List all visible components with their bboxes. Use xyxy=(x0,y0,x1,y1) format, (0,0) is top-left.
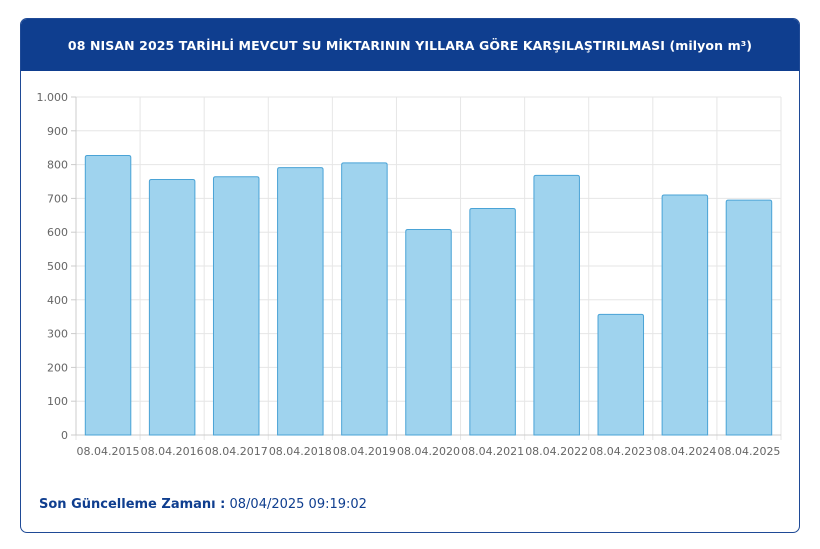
x-tick-label: 08.04.2016 xyxy=(141,445,204,458)
y-tick-label: 900 xyxy=(47,125,68,138)
bar-08.04.2017[interactable] xyxy=(212,176,260,436)
y-tick-label: 300 xyxy=(47,328,68,341)
bar-series xyxy=(84,154,773,436)
chart-title: 08 NISAN 2025 TARİHLİ MEVCUT SU MİKTARIN… xyxy=(67,37,753,53)
last-update: Son Güncelleme Zamanı : 08/04/2025 09:19… xyxy=(39,497,367,512)
bar-08.04.2023[interactable] xyxy=(597,313,645,436)
bar-chart: 0 100 200 300 400 500 600 700 800 900 1.000 08.04.… xyxy=(37,91,782,458)
y-tick-label: 100 xyxy=(47,395,68,408)
x-axis-ticks: 08.04.2015 08.04.2016 08.04.2017 08.04.2018… xyxy=(77,445,781,458)
y-tick-label: 1.000 xyxy=(37,91,69,104)
chart-title-bar: 08 NISAN 2025 TARİHLİ MEVCUT SU MİKTARIN… xyxy=(21,19,799,71)
bar-08.04.2022[interactable] xyxy=(533,174,580,436)
y-tick-label: 700 xyxy=(47,192,68,205)
bar-08.04.2021[interactable] xyxy=(469,208,516,436)
x-tick-label: 08.04.2020 xyxy=(397,445,460,458)
chart-card: 08 NISAN 2025 TARİHLİ MEVCUT SU MİKTARIN… xyxy=(20,18,800,533)
bar-08.04.2020[interactable] xyxy=(405,228,452,436)
y-tick-label: 600 xyxy=(47,226,68,239)
y-tick-label: 800 xyxy=(47,159,68,172)
x-tick-label: 08.04.2025 xyxy=(717,445,780,458)
y-tick-label: 500 xyxy=(47,260,68,273)
bar-08.04.2019[interactable] xyxy=(341,162,388,436)
y-tick-label: 200 xyxy=(47,361,68,374)
bar-08.04.2018[interactable] xyxy=(277,167,324,436)
bar-08.04.2015[interactable] xyxy=(84,154,132,436)
x-tick-label: 08.04.2024 xyxy=(653,445,716,458)
x-tick-label: 08.04.2022 xyxy=(525,445,588,458)
x-tick-label: 08.04.2019 xyxy=(333,445,396,458)
x-tick-label: 08.04.2017 xyxy=(205,445,268,458)
y-axis-ticks: 0 100 200 300 400 500 600 700 800 900 1.000 xyxy=(37,91,76,442)
x-tick-label: 08.04.2018 xyxy=(269,445,332,458)
bar-08.04.2024[interactable] xyxy=(661,194,709,436)
x-tick-label: 08.04.2015 xyxy=(77,445,140,458)
bar-08.04.2025[interactable] xyxy=(725,199,773,436)
last-update-label: Son Güncelleme Zamanı : xyxy=(39,497,226,512)
last-update-value: 08/04/2025 09:19:02 xyxy=(229,497,367,512)
y-tick-label: 0 xyxy=(61,429,68,442)
x-tick-label: 08.04.2023 xyxy=(589,445,652,458)
bar-08.04.2016[interactable] xyxy=(148,178,196,436)
y-tick-label: 400 xyxy=(47,294,68,307)
x-tick-label: 08.04.2021 xyxy=(461,445,524,458)
